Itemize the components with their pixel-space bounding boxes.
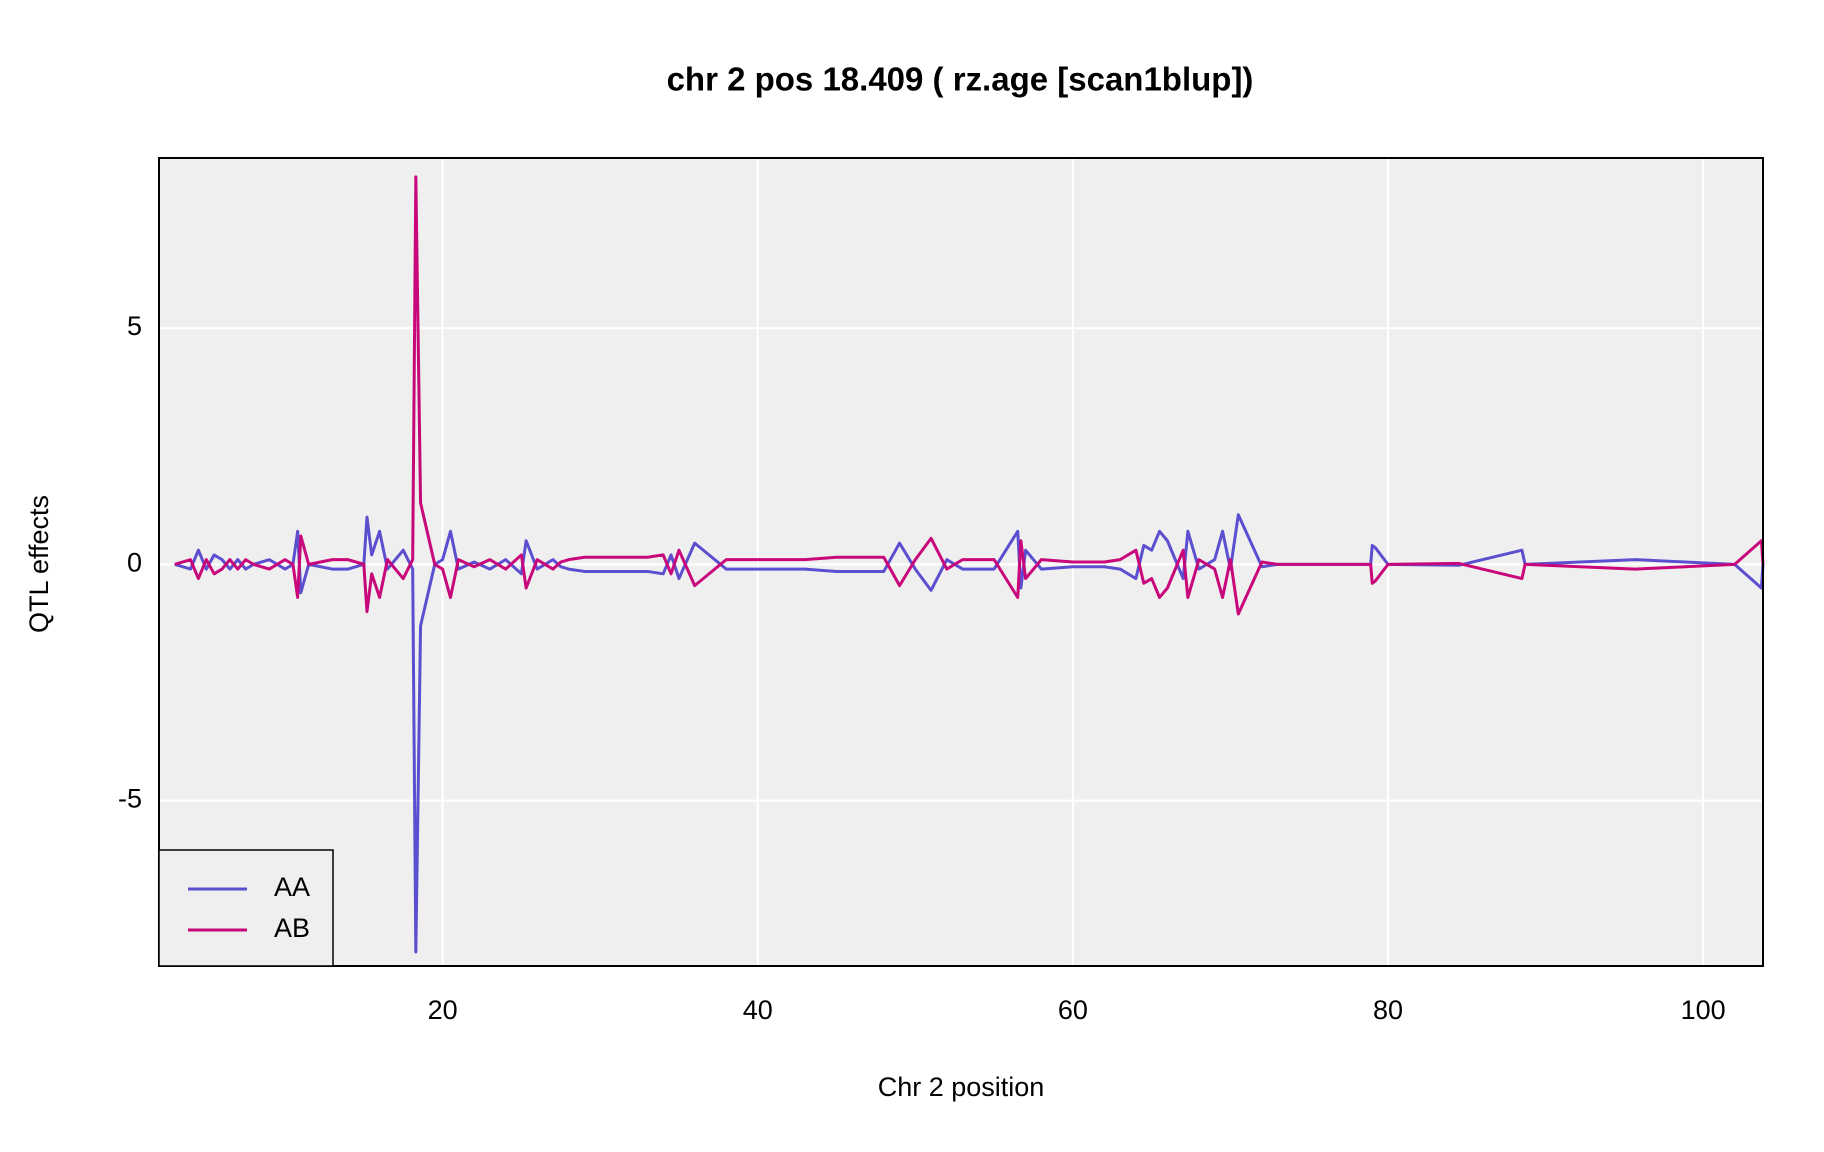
x-tick-label: 80 xyxy=(1373,995,1403,1025)
y-axis-label: QTL effects xyxy=(24,495,54,633)
plot-frame xyxy=(158,157,1764,967)
x-tick-label: 40 xyxy=(743,995,773,1025)
chart-title: chr 2 pos 18.409 ( rz.age [scan1blup]) xyxy=(667,61,1254,98)
legend: AA AB xyxy=(158,849,334,967)
legend-box xyxy=(158,849,334,967)
legend-label: AB xyxy=(274,913,310,943)
x-axis-label: Chr 2 position xyxy=(878,1072,1045,1102)
x-tick-label: 60 xyxy=(1058,995,1088,1025)
legend-label: AA xyxy=(274,872,310,902)
y-tick-label: 5 xyxy=(127,311,142,341)
series-line xyxy=(174,175,1765,616)
lines xyxy=(174,175,1765,954)
y-tick-label: 0 xyxy=(127,547,142,577)
x-tick-label: 20 xyxy=(428,995,458,1025)
x-tick-label: 100 xyxy=(1681,995,1726,1025)
y-tick-label: -5 xyxy=(118,784,142,814)
